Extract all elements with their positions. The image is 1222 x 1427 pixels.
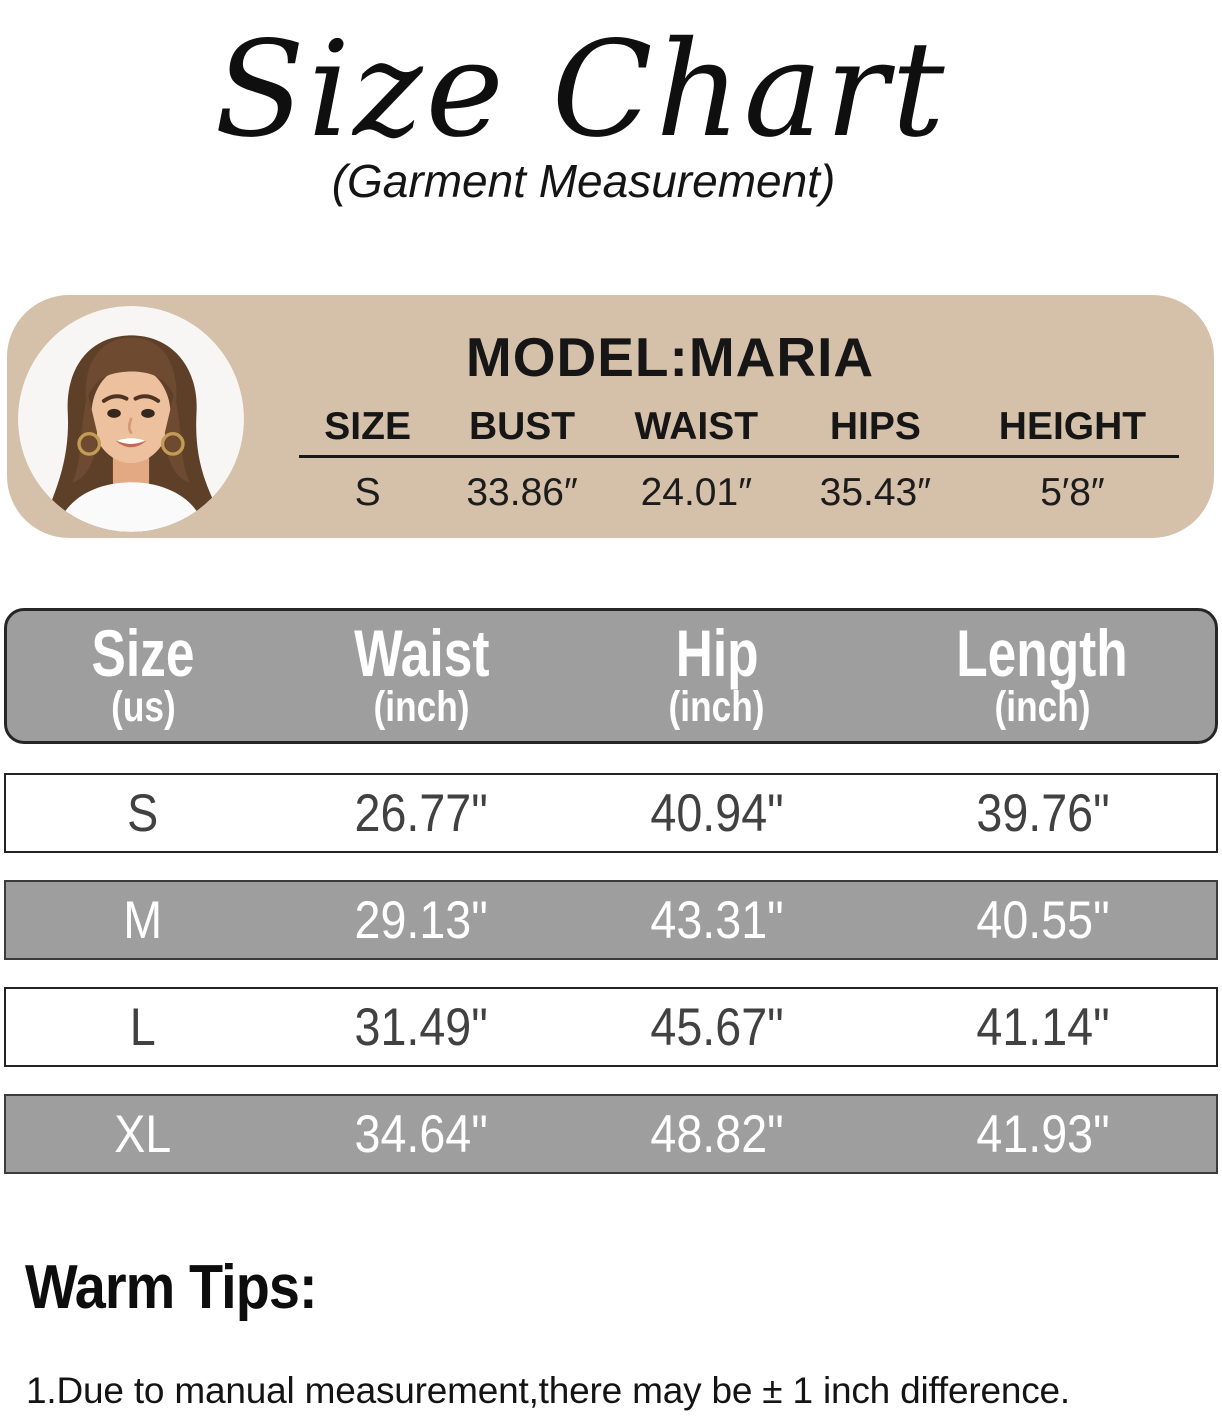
column-label: Size	[91, 616, 196, 690]
column-unit: (inch)	[668, 683, 765, 731]
model-card: MODEL:MARIA SIZE BUST WAIST HIPS HEIGHT …	[7, 295, 1214, 538]
warm-tips-heading: Warm Tips:	[25, 1253, 318, 1322]
cell-waist: 26.77"	[354, 783, 489, 843]
table-row-l: L 31.49" 45.67" 41.14"	[4, 987, 1218, 1067]
cell-hip: 45.67"	[650, 997, 784, 1057]
page-title: Size Chart	[214, 13, 948, 167]
cell-waist: 31.49"	[354, 997, 489, 1057]
cell-waist: 29.13"	[354, 890, 489, 950]
cell-size: S	[127, 783, 159, 843]
cell-hip: 40.94"	[650, 783, 784, 843]
model-value-height: 5′8″	[1040, 471, 1105, 514]
model-col-height: HEIGHT	[998, 405, 1147, 448]
model-measurements-values: S 33.86″ 24.01″ 35.43″ 5′8″	[299, 471, 1179, 515]
header-cell-length: Length (inch)	[869, 611, 1214, 741]
column-unit: (inch)	[373, 683, 470, 731]
model-name: MODEL:MARIA	[465, 326, 875, 388]
header-cell-hip: Hip (inch)	[564, 611, 870, 741]
divider-line	[299, 455, 1179, 458]
size-table-header: Size (us) Waist (inch) Hip (inch) Length…	[4, 608, 1218, 744]
table-row-xl: XL 34.64" 48.82" 41.93"	[4, 1094, 1218, 1174]
cell-waist: 34.64"	[354, 1104, 489, 1164]
model-value-waist: 24.01″	[640, 471, 752, 514]
table-row-m: M 29.13" 43.31" 40.55"	[4, 880, 1218, 960]
page-subtitle: (Garment Measurement)	[331, 155, 836, 207]
cell-length: 40.55"	[976, 890, 1110, 950]
column-label: Hip	[675, 616, 759, 690]
cell-length: 41.93"	[976, 1104, 1110, 1164]
model-value-bust: 33.86″	[466, 471, 578, 514]
model-value-hips: 35.43″	[819, 471, 932, 514]
column-label: Length	[956, 616, 1129, 690]
table-row-s: S 26.77" 40.94" 39.76"	[4, 773, 1218, 853]
model-col-waist: WAIST	[634, 405, 759, 448]
column-unit: (us)	[111, 683, 176, 731]
model-col-size: SIZE	[324, 405, 411, 448]
warm-tip-2: 2.There may be slight color difference a…	[26, 1424, 1124, 1427]
model-value-size: S	[354, 471, 381, 514]
cell-length: 39.76"	[976, 783, 1110, 843]
cell-length: 41.14"	[976, 997, 1110, 1057]
model-col-bust: BUST	[468, 405, 576, 448]
header-cell-size: Size (us)	[7, 611, 280, 741]
column-label: Waist	[354, 616, 490, 690]
model-photo	[18, 306, 244, 532]
cell-size: L	[129, 997, 156, 1057]
model-col-hips: HIPS	[829, 405, 921, 448]
cell-size: XL	[114, 1104, 172, 1164]
cell-size: M	[123, 890, 163, 950]
model-info: MODEL:MARIA SIZE BUST WAIST HIPS HEIGHT …	[299, 295, 1179, 538]
cell-hip: 43.31"	[650, 890, 784, 950]
cell-hip: 48.82"	[650, 1104, 784, 1164]
warm-tip-1: 1.Due to manual measurement,there may be…	[26, 1370, 1070, 1411]
header-cell-waist: Waist (inch)	[280, 611, 564, 741]
model-measurements-header: SIZE BUST WAIST HIPS HEIGHT	[299, 405, 1179, 449]
model-portrait-illustration	[18, 306, 244, 532]
column-unit: (inch)	[994, 683, 1091, 731]
